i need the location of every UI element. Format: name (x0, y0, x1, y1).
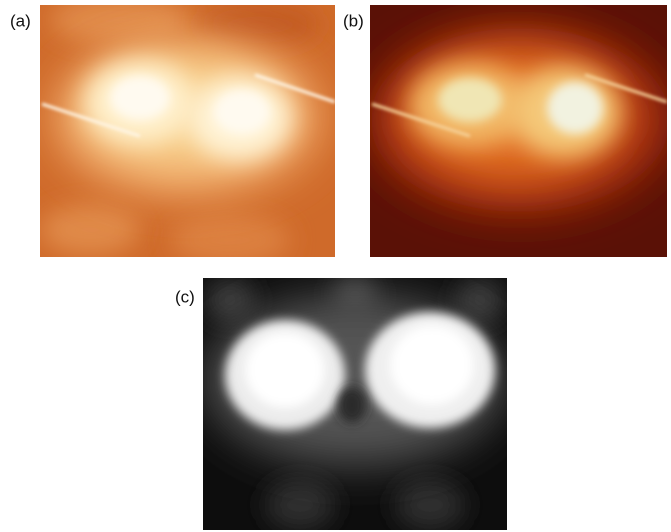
panel-b-image (370, 5, 670, 257)
panel-label: (a) (10, 11, 31, 30)
panel-label: (c) (175, 287, 195, 306)
panel-label: (b) (343, 11, 364, 30)
panel-a-image (40, 0, 335, 265)
panel-c-image (203, 275, 507, 530)
figure: (a) (b) (c) (0, 0, 671, 532)
